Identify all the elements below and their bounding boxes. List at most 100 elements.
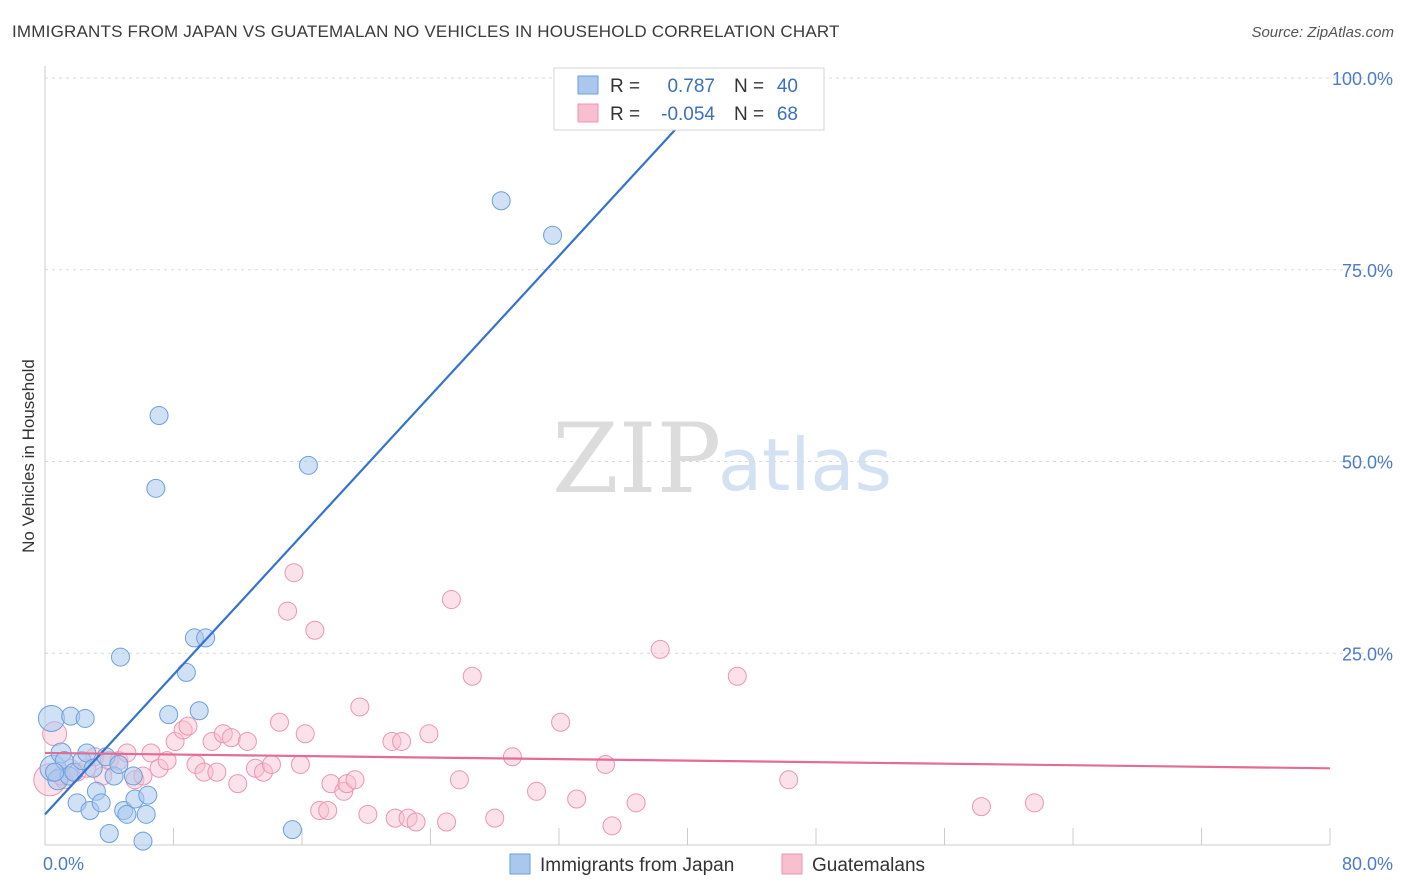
japan-point-10 [75, 708, 95, 728]
japan-point-20 [110, 647, 130, 667]
guatemalans-point-39 [334, 781, 354, 801]
stats-swatch-japan [577, 75, 599, 95]
guatemalans-point-64 [779, 770, 799, 790]
guatemalans-point-66 [1024, 793, 1044, 813]
guatemalans-point-62 [650, 639, 670, 659]
guatemalans-point-37 [318, 800, 338, 820]
stats-box: R = 0.787 N = 40 R = -0.054 N = 68 [553, 67, 825, 131]
stats-r-label-japan: R = [610, 76, 640, 97]
guatemalans-point-30 [270, 712, 290, 732]
japan-point-23 [123, 766, 143, 786]
japan-point-35 [282, 820, 302, 840]
guatemalans-point-43 [358, 804, 378, 824]
legend: Immigrants from Japan Guatemalans [509, 853, 925, 876]
japan-point-39 [45, 762, 65, 782]
guatemalans-point-22 [207, 762, 227, 782]
guatemalans-point-36 [310, 800, 330, 820]
guatemalans-point-32 [284, 563, 304, 583]
x-tick-label-1: 80.0% [1342, 854, 1393, 874]
guatemalans-point-65 [971, 797, 991, 817]
y-tick-label-0: 25.0% [1342, 644, 1393, 664]
japan-point-31 [176, 662, 196, 682]
guatemalans-point-54 [485, 808, 505, 828]
guatemalans-point-41 [345, 770, 365, 790]
guatemalans-point-14 [149, 758, 169, 778]
watermark-zip: ZIP [552, 403, 721, 515]
trend-lines [44, 115, 1331, 816]
stats-r-label-guatemalans: R = [610, 104, 640, 125]
guatemalans-point-44 [382, 731, 402, 751]
japan-point-36 [298, 455, 318, 475]
stats-r-value-japan: 0.787 [667, 76, 715, 97]
guatemalans-point-49 [419, 724, 439, 744]
guatemalans-point-24 [221, 728, 241, 748]
y-tick-labels: 25.0% 50.0% 75.0% 100.0% [1332, 69, 1393, 664]
y-tick-label-3: 100.0% [1332, 69, 1393, 89]
guatemalans-points [33, 563, 1044, 836]
guatemalans-point-18 [178, 716, 198, 736]
japan-point-26 [136, 804, 156, 824]
legend-swatch-japan [509, 853, 531, 875]
source-credit: Source: ZipAtlas.com [1251, 24, 1394, 41]
japan-point-38 [543, 225, 563, 245]
guatemalans-point-51 [441, 590, 461, 610]
guatemalans-point-29 [261, 754, 281, 774]
guatemalans-point-52 [449, 770, 469, 790]
y-axis-label: No Vehicles in Household [19, 359, 38, 553]
japan-point-0 [37, 704, 65, 732]
stats-r-value-guatemalans: -0.054 [661, 104, 715, 125]
japan-point-33 [189, 701, 209, 721]
guatemalans-point-16 [165, 731, 185, 751]
japan-point-19 [109, 754, 129, 774]
guatemalans-point-15 [157, 751, 177, 771]
stats-swatch-guatemalans [577, 103, 599, 123]
japan-trend-line [44, 115, 689, 816]
guatemalans-point-57 [551, 712, 571, 732]
guatemalans-point-31 [278, 601, 298, 621]
guatemalans-trend-line [44, 751, 1331, 770]
x-tick-labels: 0.0% 80.0% [43, 854, 1393, 874]
japan-point-30 [159, 705, 179, 725]
guatemalans-point-60 [602, 816, 622, 836]
guatemalans-point-53 [462, 666, 482, 686]
guatemalans-point-28 [253, 762, 273, 782]
guatemalans-point-34 [295, 724, 315, 744]
guatemalans-point-26 [237, 731, 257, 751]
legend-label-guatemalans: Guatemalans [812, 855, 925, 876]
guatemalans-point-58 [567, 789, 587, 809]
japan-point-17 [99, 823, 119, 843]
japan-point-22 [117, 804, 137, 824]
stats-n-value-guatemalans: 68 [777, 104, 798, 125]
x-tick-label-0: 0.0% [43, 854, 84, 874]
guatemalans-point-13 [141, 743, 161, 763]
japan-point-13 [83, 758, 103, 778]
guatemalans-point-25 [228, 774, 248, 794]
guatemalans-point-33 [290, 754, 310, 774]
gridlines [45, 77, 1392, 654]
stats-n-value-japan: 40 [777, 76, 798, 97]
guatemalans-point-50 [437, 812, 457, 832]
japan-point-25 [133, 831, 153, 851]
guatemalans-point-21 [202, 731, 222, 751]
guatemalans-point-46 [392, 731, 412, 751]
chart-title: IMMIGRANTS FROM JAPAN VS GUATEMALAN NO V… [12, 22, 840, 41]
y-tick-label-2: 75.0% [1342, 261, 1393, 281]
guatemalans-point-61 [626, 793, 646, 813]
watermark-atlas: atlas [718, 423, 892, 507]
japan-point-28 [146, 478, 166, 498]
legend-swatch-guatemalans [781, 853, 803, 875]
japan-point-29 [149, 405, 169, 425]
guatemalans-point-59 [596, 754, 616, 774]
guatemalans-point-55 [502, 747, 522, 767]
stats-n-label-guatemalans: N = [734, 104, 764, 125]
japan-point-27 [138, 785, 158, 805]
guatemalans-point-42 [350, 697, 370, 717]
legend-label-japan: Immigrants from Japan [540, 855, 734, 876]
guatemalans-point-35 [305, 620, 325, 640]
guatemalans-point-48 [406, 812, 426, 832]
guatemalans-point-63 [727, 666, 747, 686]
y-tick-label-1: 50.0% [1342, 453, 1393, 473]
japan-point-37 [491, 191, 511, 211]
guatemalans-point-56 [527, 781, 547, 801]
